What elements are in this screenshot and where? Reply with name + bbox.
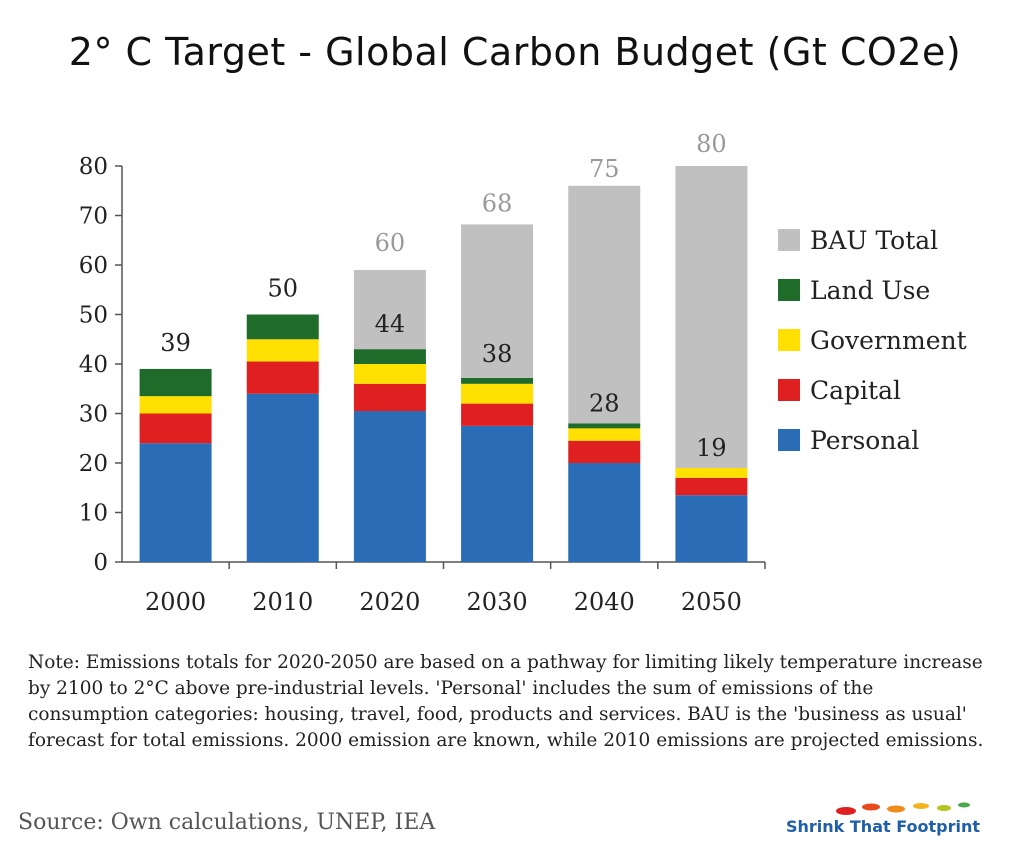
bar-segment-bau-total — [568, 185, 641, 424]
bar-segment-personal — [461, 425, 534, 562]
stacked-bar-chart: 0102030405060708020003920105020204460203… — [79, 130, 766, 616]
y-tick-label: 0 — [93, 550, 108, 576]
legend-swatch — [778, 379, 800, 401]
legend-item: Government — [778, 315, 967, 365]
y-tick-label: 80 — [79, 154, 108, 180]
y-tick-label: 50 — [79, 303, 108, 329]
legend-item: Land Use — [778, 265, 967, 315]
x-tick-label: 2050 — [681, 588, 742, 616]
bau-data-label: 60 — [375, 229, 406, 257]
bar-segment-personal — [353, 411, 426, 562]
bar-segment-land-use — [246, 314, 319, 340]
legend-swatch — [778, 329, 800, 351]
bar-segment-personal — [675, 495, 748, 562]
bar-segment-government — [568, 428, 641, 441]
bar-segment-government — [675, 467, 748, 478]
x-tick-label: 2040 — [574, 588, 635, 616]
total-data-label: 38 — [482, 340, 513, 368]
bar-segment-capital — [568, 440, 641, 463]
total-data-label: 28 — [589, 389, 620, 417]
bar-segment-capital — [461, 403, 534, 426]
legend-swatch — [778, 279, 800, 301]
y-tick-label: 40 — [79, 352, 108, 378]
bar-segment-government — [246, 339, 319, 362]
bar-segment-personal — [139, 443, 212, 562]
y-tick-label: 70 — [79, 204, 108, 230]
legend-item: BAU Total — [778, 215, 967, 265]
bar-segment-land-use — [139, 368, 212, 397]
legend-item: Personal — [778, 415, 967, 465]
total-data-label: 44 — [375, 310, 406, 338]
bar-segment-personal — [568, 463, 641, 562]
bar-segment-capital — [675, 477, 748, 496]
brand-logo: Shrink That Footprint — [786, 795, 986, 840]
bau-data-label: 75 — [589, 155, 620, 183]
bau-data-label: 80 — [696, 130, 727, 158]
bar-segment-personal — [246, 393, 319, 562]
legend-label: Land Use — [810, 275, 931, 305]
legend-label: BAU Total — [810, 225, 939, 255]
y-tick-label: 30 — [79, 402, 108, 428]
bar-segment-capital — [353, 383, 426, 412]
bar-segment-bau-total — [353, 269, 426, 350]
legend-swatch — [778, 429, 800, 451]
bar-segment-government — [461, 383, 534, 404]
footprint-icon — [836, 802, 970, 815]
y-tick-label: 60 — [79, 253, 108, 279]
x-tick-label: 2030 — [467, 588, 528, 616]
bar-segment-bau-total — [461, 224, 534, 378]
x-tick-label: 2010 — [252, 588, 313, 616]
bar-segment-land-use — [353, 349, 426, 364]
bar-segment-capital — [246, 361, 319, 394]
y-tick-label: 10 — [79, 501, 108, 527]
chart-title: 2° C Target - Global Carbon Budget (Gt C… — [68, 30, 962, 74]
x-tick-label: 2000 — [145, 588, 206, 616]
x-tick-label: 2020 — [359, 588, 420, 616]
legend-item: Capital — [778, 365, 967, 415]
bar-segment-capital — [139, 413, 212, 444]
legend: BAU Total Land Use Government Capital Person… — [778, 215, 967, 465]
chart-note: Note: Emissions totals for 2020-2050 are… — [28, 652, 984, 751]
bar-segment-bau-total — [675, 166, 748, 468]
bar-segment-government — [353, 364, 426, 384]
bar-segment-government — [139, 396, 212, 414]
legend-label: Personal — [810, 425, 920, 455]
brand-text: Shrink That Footprint — [786, 817, 980, 836]
bar-segment-land-use — [461, 377, 534, 384]
total-data-label: 39 — [160, 329, 191, 357]
bau-data-label: 68 — [482, 189, 513, 217]
total-data-label: 19 — [696, 434, 727, 462]
source-text: Source: Own calculations, UNEP, IEA — [18, 810, 436, 835]
legend-label: Capital — [810, 375, 901, 405]
total-data-label: 50 — [267, 275, 298, 303]
bar-segment-land-use — [568, 423, 641, 429]
legend-swatch — [778, 229, 800, 251]
y-tick-label: 20 — [79, 451, 108, 477]
legend-label: Government — [810, 325, 967, 355]
